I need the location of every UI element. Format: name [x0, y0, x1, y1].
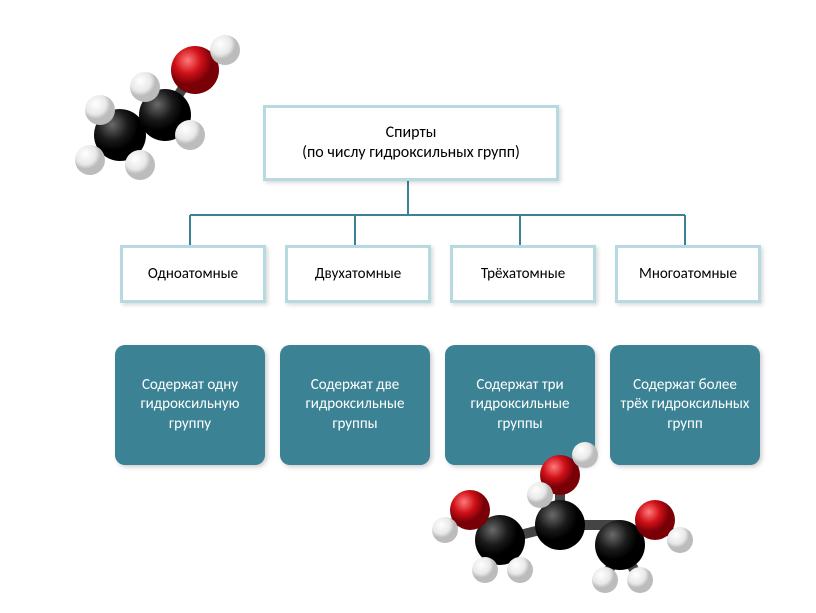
category-box: Двухатомные	[285, 245, 431, 303]
category-box: Одноатомные	[120, 245, 266, 303]
root-node: Спирты (по числу гидроксильных групп)	[263, 105, 559, 181]
description-box: Содержат одну гидроксильную группу	[115, 345, 265, 465]
description-text: Содержат одну гидроксильную группу	[123, 376, 257, 435]
category-label: Трёхатомные	[481, 265, 565, 283]
category-box: Многоатомные	[615, 245, 761, 303]
description-text: Содержат более трёх гидроксильных групп	[618, 376, 752, 435]
description-text: Содержат три гидроксильные группы	[453, 376, 587, 435]
molecule-icon	[60, 15, 260, 185]
root-title: Спирты	[386, 123, 437, 143]
category-label: Многоатомные	[639, 265, 737, 283]
tree-connectors	[0, 0, 816, 613]
description-box: Содержат три гидроксильные группы	[445, 345, 595, 465]
category-label: Двухатомные	[315, 265, 401, 283]
root-subtitle: (по числу гидроксильных групп)	[302, 143, 520, 163]
description-box: Содержат более трёх гидроксильных групп	[610, 345, 760, 465]
description-text: Содержат две гидроксильные группы	[288, 376, 422, 435]
category-label: Одноатомные	[148, 265, 238, 283]
category-box: Трёхатомные	[450, 245, 596, 303]
description-box: Содержат две гидроксильные группы	[280, 345, 430, 465]
